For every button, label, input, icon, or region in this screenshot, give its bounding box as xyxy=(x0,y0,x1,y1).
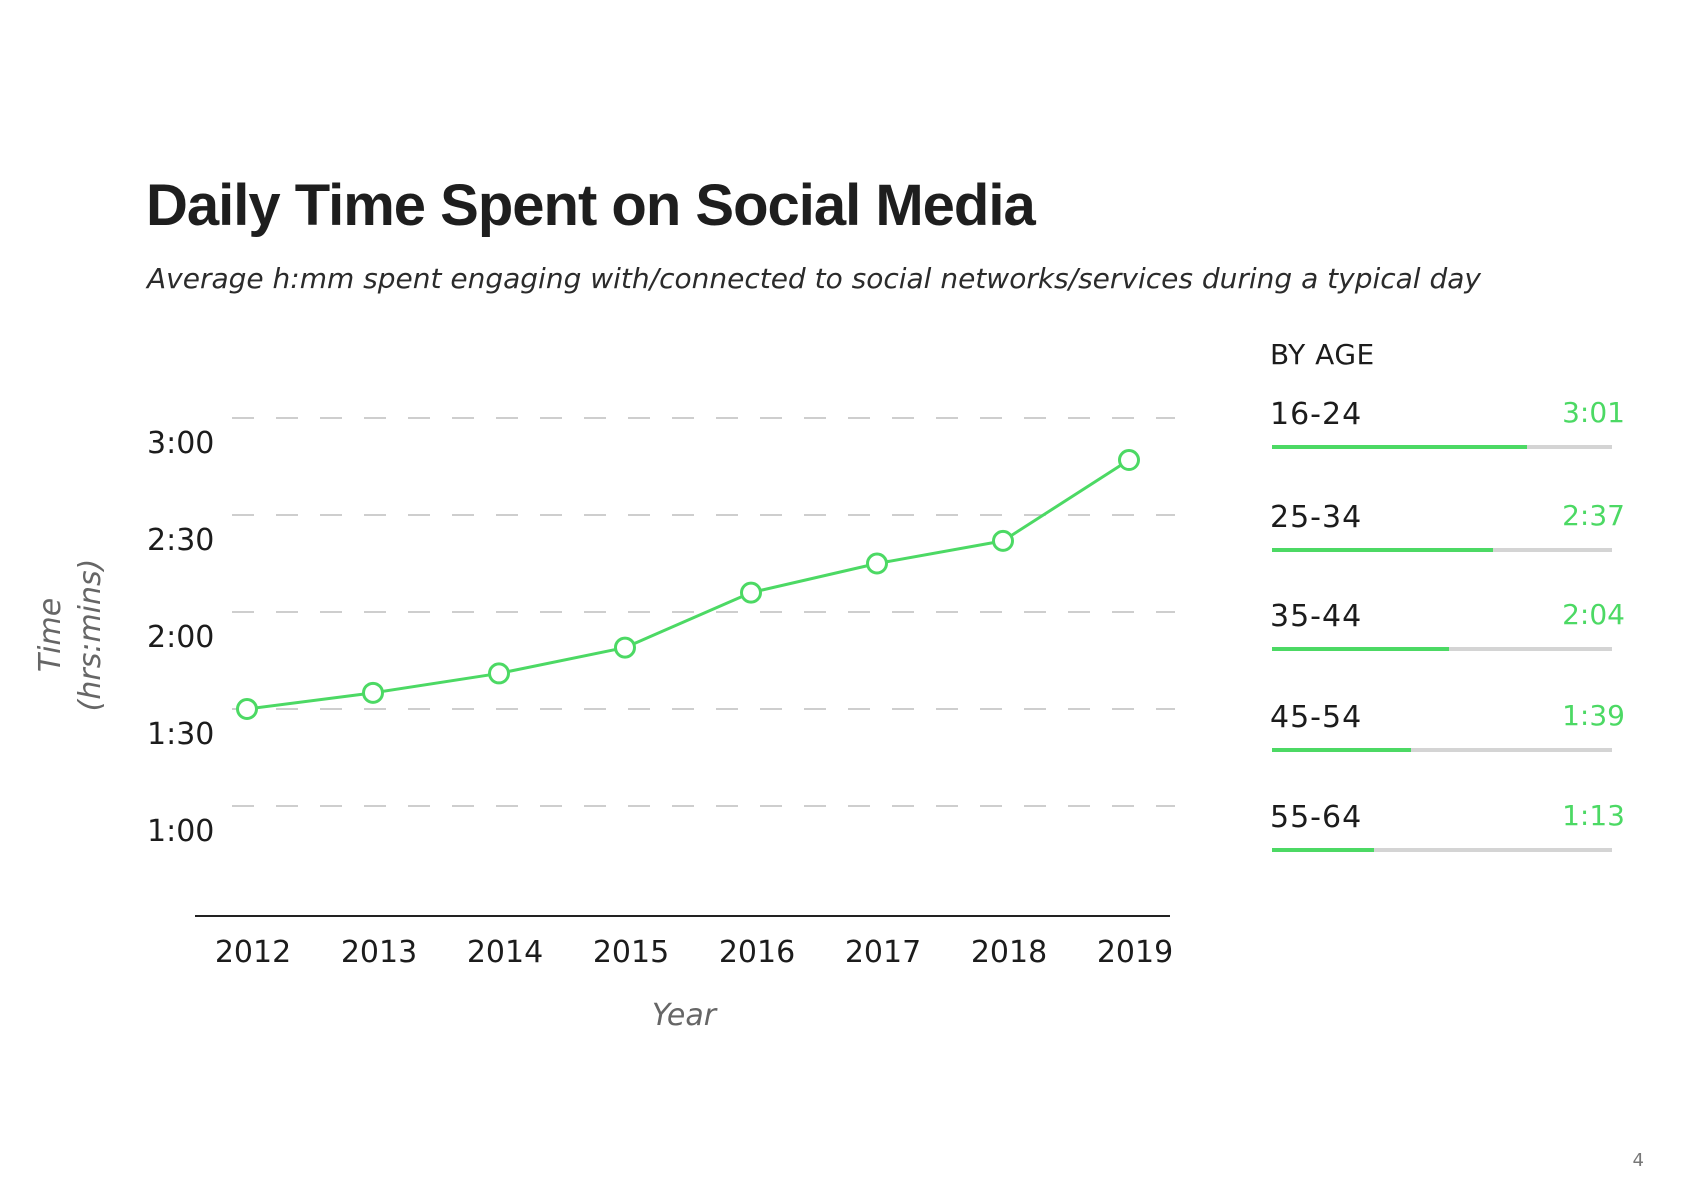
by-age-panel: BY AGE 16-24 3:01 25-34 2:37 35-44 2:04 45-54 1… xyxy=(1270,335,1625,852)
data-point xyxy=(488,662,510,685)
data-point xyxy=(992,529,1014,552)
age-bar-track xyxy=(1272,848,1612,852)
page-title: Daily Time Spent on Social Media xyxy=(146,173,1036,238)
series-line xyxy=(246,458,1130,711)
y-tick-label: 2:00 xyxy=(147,620,214,655)
age-label: 16-24 xyxy=(1270,397,1363,432)
age-value: 2:37 xyxy=(1562,499,1625,532)
y-tick-label: 2:30 xyxy=(147,523,214,558)
data-point xyxy=(614,636,636,659)
age-row: 16-24 3:01 xyxy=(1270,395,1625,455)
y-axis-title: Time (hrs:mins) xyxy=(33,559,108,712)
x-axis-title: Year xyxy=(652,998,718,1033)
age-row: 55-64 1:13 xyxy=(1270,798,1625,858)
page-subtitle: Average h:mm spent engaging with/connect… xyxy=(147,262,1481,295)
age-bar-track xyxy=(1272,748,1612,752)
x-tick-label: 2019 xyxy=(1097,935,1173,970)
age-label: 35-44 xyxy=(1270,599,1363,634)
age-bar-fill xyxy=(1272,647,1449,651)
age-bar-track xyxy=(1272,445,1612,449)
age-label: 55-64 xyxy=(1270,800,1363,835)
x-tick-label: 2013 xyxy=(341,935,417,970)
age-row: 45-54 1:39 xyxy=(1270,698,1625,758)
data-point xyxy=(1118,449,1140,472)
age-bar-fill xyxy=(1272,748,1412,752)
y-axis-title-line: (hrs:mins) xyxy=(73,559,108,712)
x-tick-label: 2015 xyxy=(593,935,669,970)
data-point xyxy=(236,698,258,720)
age-bar-track xyxy=(1272,647,1612,651)
by-age-heading: BY AGE xyxy=(1270,338,1375,371)
age-bar-track xyxy=(1272,548,1612,552)
data-point xyxy=(866,552,888,575)
y-tick-label: 3:00 xyxy=(147,426,214,461)
age-label: 25-34 xyxy=(1270,500,1363,535)
y-tick-label: 1:30 xyxy=(147,717,214,752)
age-bar-fill xyxy=(1272,848,1374,852)
x-tick-label: 2018 xyxy=(971,935,1047,970)
data-point xyxy=(362,681,384,704)
age-row: 35-44 2:04 xyxy=(1270,597,1625,657)
y-axis-title-line: Time xyxy=(33,598,68,672)
x-tick-label: 2017 xyxy=(845,935,921,970)
x-tick-label: 2012 xyxy=(215,935,291,970)
page-number: 4 xyxy=(1632,1150,1644,1171)
age-value: 3:01 xyxy=(1562,396,1625,429)
age-value: 2:04 xyxy=(1562,598,1625,631)
x-tick-label: 2016 xyxy=(719,935,795,970)
y-tick-label: 1:00 xyxy=(147,814,214,849)
data-point xyxy=(740,581,762,604)
age-value: 1:39 xyxy=(1562,699,1625,732)
age-row: 25-34 2:37 xyxy=(1270,498,1625,558)
x-tick-label: 2014 xyxy=(467,935,543,970)
age-value: 1:13 xyxy=(1562,799,1625,832)
age-bar-fill xyxy=(1272,445,1527,449)
age-label: 45-54 xyxy=(1270,700,1363,735)
line-chart: 1:00 1:30 2:00 2:30 3:00 2012 2013 2014 2015 2016… xyxy=(33,417,1175,1033)
age-bar-fill xyxy=(1272,548,1493,552)
